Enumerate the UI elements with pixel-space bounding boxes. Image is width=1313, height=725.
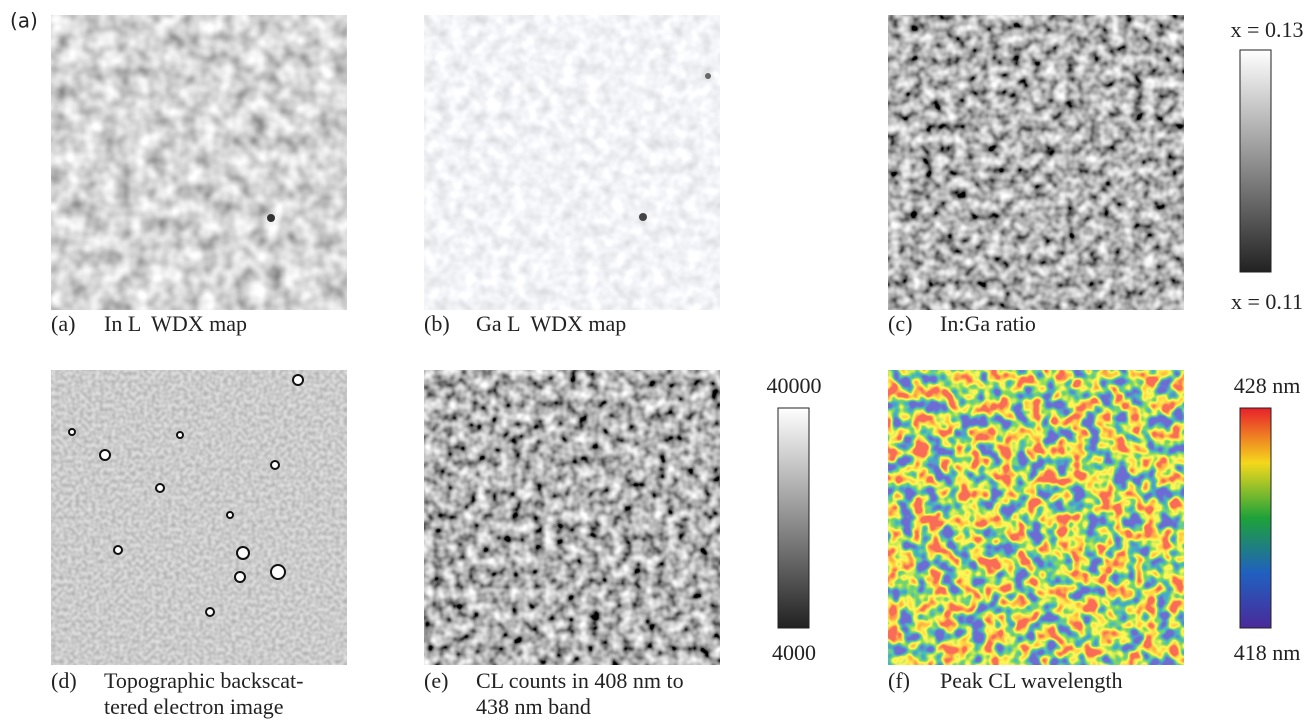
panel-label: (d): [51, 668, 77, 693]
colorbar-top-label: 428 nm: [1234, 373, 1301, 398]
bse-image: [51, 370, 347, 665]
wdx-ga-map: [424, 15, 720, 310]
cl-counts-map: [424, 370, 720, 665]
colorbar-top-label: x = 0.13: [1231, 17, 1304, 42]
colorbar-bottom-label: 418 nm: [1234, 640, 1301, 665]
colorbar: [778, 408, 809, 628]
colorbar: [1240, 50, 1271, 272]
panel-label: (b): [424, 311, 450, 336]
panel-caption: Ga L WDX map: [476, 311, 626, 336]
panel-label: (e): [424, 668, 448, 693]
figure: (a) x = 0.13 x = 0.11 40000 4000 428 nm …: [0, 0, 1313, 725]
defect-dot: [639, 213, 647, 221]
colorbar-bottom-label: 4000: [772, 640, 816, 665]
panel-caption: tered electron image: [104, 694, 284, 719]
figure-label: (a): [10, 9, 38, 33]
colorbar: [1240, 408, 1271, 628]
colorbar-top-label: 40000: [767, 373, 822, 398]
panel-label: (c): [888, 311, 912, 336]
defect-dot: [267, 214, 275, 222]
panel-label: (a): [51, 311, 75, 336]
panel-caption: Topographic backscat-: [104, 668, 303, 693]
ratio-map: [888, 15, 1184, 310]
panel-caption: In L WDX map: [104, 311, 247, 336]
colorbar-bottom-label: x = 0.11: [1231, 289, 1303, 314]
peak-wavelength-map: [888, 370, 1184, 665]
panel-caption: CL counts in 408 nm to: [476, 668, 684, 693]
panel-caption: Peak CL wavelength: [940, 668, 1122, 693]
panel-label: (f): [888, 668, 910, 693]
panel-caption: 438 nm band: [476, 694, 591, 719]
wdx-in-map: [51, 15, 347, 310]
panel-caption: In:Ga ratio: [940, 311, 1036, 336]
defect-dot: [705, 73, 711, 79]
